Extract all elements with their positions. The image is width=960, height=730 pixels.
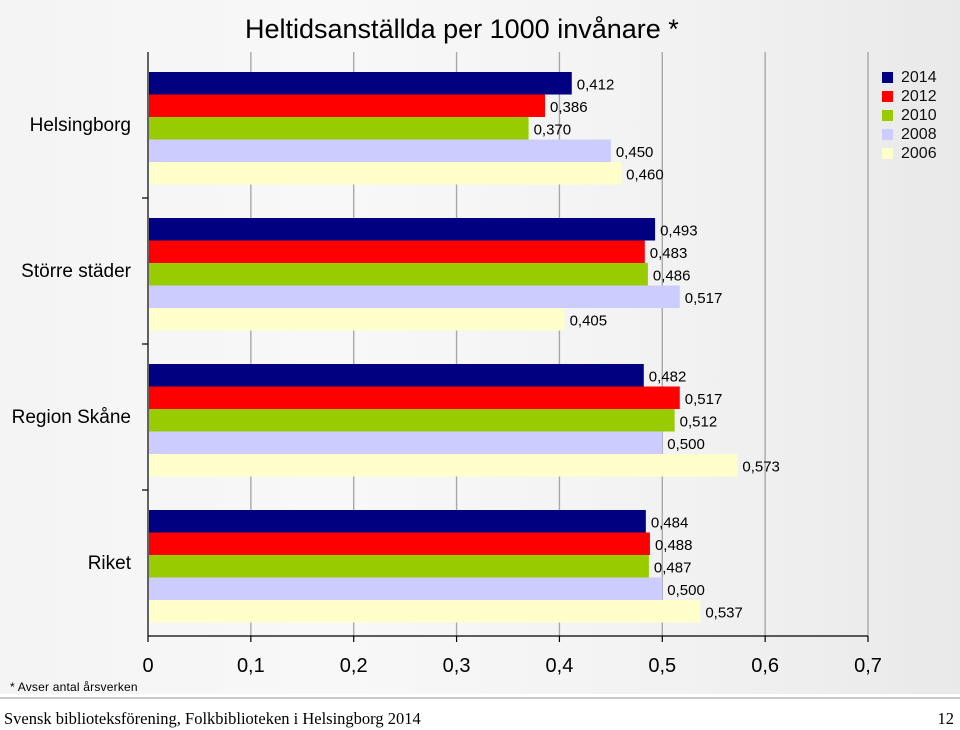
legend-label-2010: 2010: [901, 106, 937, 124]
bar-2008-3: [149, 577, 663, 600]
bar-2014-3: [149, 510, 646, 533]
bar-label-2008-3: 0,500: [667, 582, 705, 599]
footer-divider: [0, 697, 960, 699]
bar-2012-0: [149, 94, 546, 117]
footer-bar: [0, 694, 960, 730]
bar-2008-1: [149, 285, 680, 308]
legend-swatch-2014: [882, 72, 893, 83]
legend-label-2014: 2014: [901, 68, 937, 86]
bar-2014-2: [149, 364, 644, 387]
x-tick-label-2: 0,2: [340, 655, 368, 677]
bar-label-2014-1: 0,493: [660, 222, 698, 239]
legend-item-2006: 2006: [882, 144, 937, 163]
bar-2010-0: [149, 117, 529, 140]
bar-label-2008-0: 0,450: [616, 144, 654, 161]
bar-2010-1: [149, 263, 648, 286]
bar-label-2012-3: 0,488: [655, 537, 693, 554]
legend-swatch-2012: [882, 91, 893, 102]
bar-label-2010-2: 0,512: [680, 413, 718, 430]
x-tick-label-3: 0,3: [443, 655, 471, 677]
bar-label-2014-0: 0,412: [577, 76, 615, 93]
category-label-2: Region Skåne: [12, 407, 131, 428]
legend-swatch-2008: [882, 129, 893, 140]
category-label-1: Större städer: [21, 261, 131, 282]
bar-chart: 0 0,1 0,2 0,3 0,4 0,5 0,6 0,7 Helsingborg 0,412 0,…: [12, 52, 882, 677]
x-tick-label-0: 0: [142, 655, 153, 677]
legend-item-2010: 2010: [882, 106, 937, 125]
legend-swatch-2010: [882, 110, 893, 121]
bar-label-2006-3: 0,537: [705, 604, 743, 621]
bar-2014-0: [149, 72, 572, 95]
category-label-3: Riket: [88, 553, 132, 574]
legend-item-2014: 2014: [882, 68, 937, 87]
bar-label-2010-1: 0,486: [653, 267, 691, 284]
chart-legend: 2014 2012 2010 2008 2006: [882, 68, 937, 163]
bar-2014-1: [149, 218, 656, 241]
bar-label-2014-2: 0,482: [649, 368, 687, 385]
footnote: * Avser antal årsverken: [10, 680, 138, 694]
legend-label-2008: 2008: [901, 125, 937, 143]
bar-2010-3: [149, 555, 649, 578]
bar-2006-2: [149, 454, 738, 477]
bar-label-2012-0: 0,386: [550, 99, 588, 116]
legend-label-2006: 2006: [901, 144, 937, 162]
legend-label-2012: 2012: [901, 87, 937, 105]
bar-label-2008-1: 0,517: [685, 290, 723, 307]
bar-2008-2: [149, 431, 663, 454]
x-tick-label-4: 0,4: [546, 655, 574, 677]
x-tick-label-1: 0,1: [237, 655, 265, 677]
bar-label-2006-0: 0,460: [626, 166, 664, 183]
x-tick-label-7: 0,7: [854, 655, 882, 677]
x-tick-label-6: 0,6: [751, 655, 779, 677]
bar-label-2006-1: 0,405: [570, 312, 608, 329]
page-number: 12: [937, 709, 955, 728]
bar-2012-3: [149, 532, 650, 555]
chart-title: Heltidsanställda per 1000 invånare *: [245, 14, 679, 44]
bar-label-2012-2: 0,517: [685, 391, 723, 408]
bar-label-2006-2: 0,573: [742, 458, 780, 475]
legend-item-2012: 2012: [882, 87, 937, 106]
bar-label-2008-2: 0,500: [667, 436, 705, 453]
legend-item-2008: 2008: [882, 125, 937, 144]
bar-2012-2: [149, 386, 680, 409]
bar-label-2012-1: 0,483: [650, 245, 688, 262]
bar-2008-0: [149, 139, 611, 162]
legend-swatch-2006: [882, 148, 893, 159]
bar-2006-1: [149, 308, 565, 331]
bar-2006-0: [149, 162, 622, 185]
bar-2012-1: [149, 240, 645, 263]
bar-label-2014-3: 0,484: [651, 514, 689, 531]
bar-2010-2: [149, 409, 675, 432]
bar-label-2010-3: 0,487: [654, 559, 692, 576]
bar-label-2010-0: 0,370: [534, 121, 572, 138]
x-tick-label-5: 0,5: [648, 655, 676, 677]
footer-source: Svensk biblioteksförening, Folkbibliotek…: [4, 709, 421, 728]
bar-2006-3: [149, 600, 701, 623]
category-label-0: Helsingborg: [30, 115, 131, 136]
